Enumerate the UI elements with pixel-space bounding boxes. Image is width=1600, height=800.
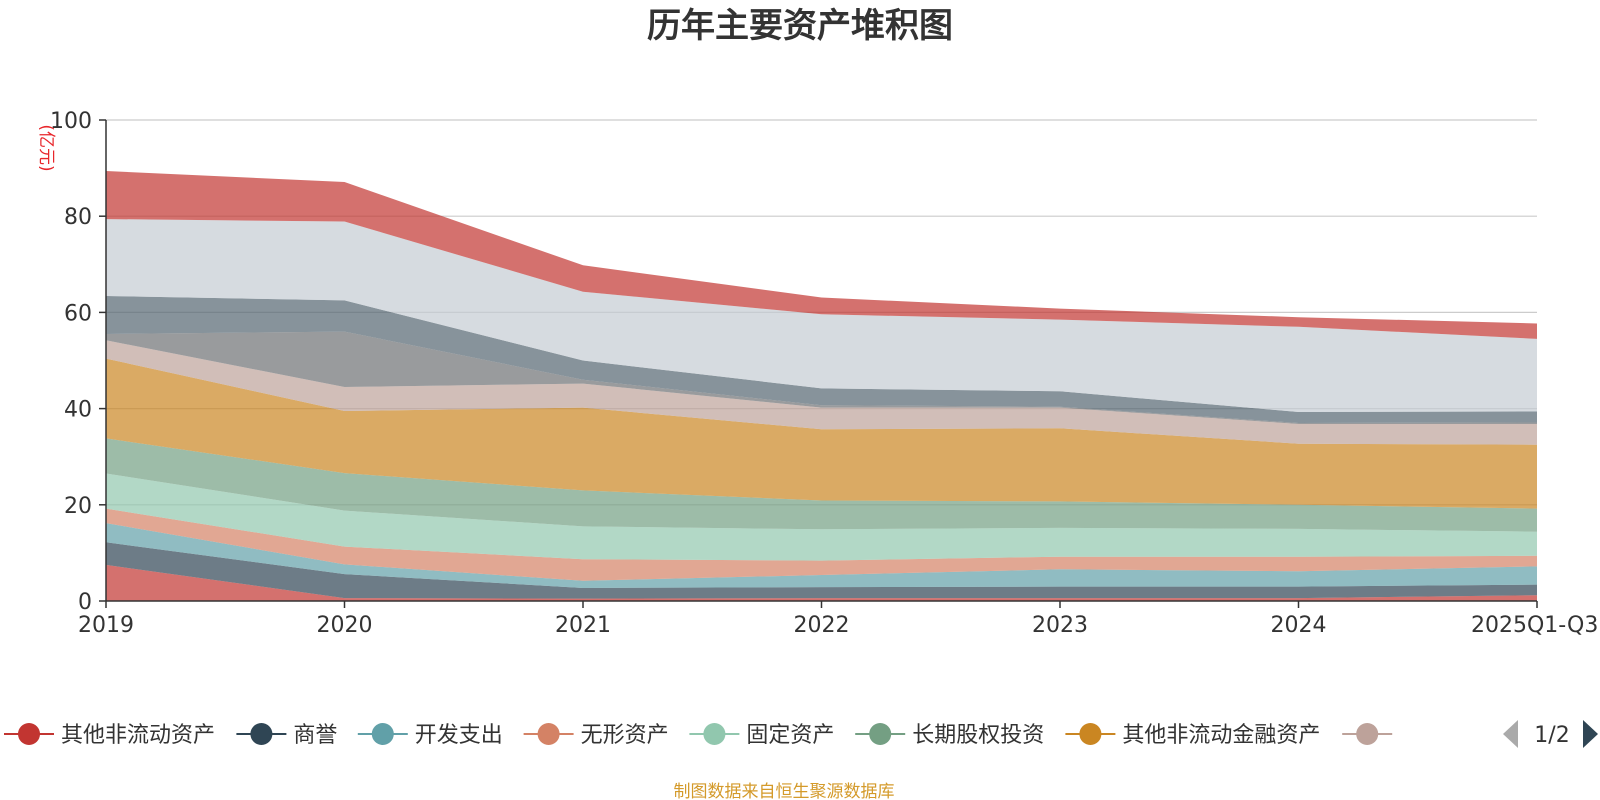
- legend: 其他非流动资产 商誉 开发支出 无形资产 固定资产 长期股权投资 其他非流动金融资产 1/2: [4, 720, 1598, 748]
- legend-item[interactable]: 固定资产: [689, 723, 834, 748]
- y-tick-label: 40: [64, 398, 92, 423]
- legend-marker: [703, 723, 726, 745]
- y-tick-label: 100: [50, 109, 92, 134]
- area-无形资产[interactable]: [106, 508, 1537, 581]
- area-货币资金[interactable]: [106, 219, 1537, 412]
- x-tick-label: 2019: [78, 613, 134, 638]
- legend-item[interactable]: 开发支出: [357, 723, 503, 748]
- area-商誉[interactable]: [106, 542, 1537, 599]
- y-tick-label: 60: [64, 301, 92, 326]
- x-tick-label: 2020: [317, 613, 373, 638]
- legend-label: 其他非流动资产: [61, 723, 215, 748]
- legend-marker: [18, 723, 40, 745]
- x-tick-label: 2021: [555, 613, 611, 638]
- legend-marker: [1079, 723, 1102, 745]
- legend-item[interactable]: 其他非流动资产: [4, 723, 215, 748]
- area-长期待摊费用[interactable]: [106, 340, 1537, 445]
- area-其他非流动资产[interactable]: [106, 564, 1537, 601]
- area-其他非流动金融资产[interactable]: [106, 358, 1537, 509]
- chart-title: 历年主要资产堆积图: [647, 6, 953, 46]
- legend-item[interactable]: 其他非流动金融资产: [1065, 723, 1320, 748]
- legend-marker: [1356, 723, 1379, 745]
- x-tick-label: 2025Q1-Q3: [1471, 613, 1598, 638]
- legend-label: 其他非流动金融资产: [1122, 723, 1320, 748]
- legend-label: 固定资产: [746, 723, 834, 748]
- axes: 0 20 40 60 80 100 2019 2020 2021 2022 2023 2024 2025…: [50, 109, 1598, 638]
- legend-item[interactable]: 商誉: [236, 723, 337, 748]
- legend-marker: [537, 723, 560, 745]
- area-长期股权投资[interactable]: [106, 438, 1537, 532]
- x-tick-label: 2022: [794, 613, 850, 638]
- legend-item[interactable]: 长期股权投资: [855, 723, 1044, 748]
- area-应收账款[interactable]: [106, 171, 1537, 339]
- x-tick-label: 2023: [1032, 613, 1088, 638]
- legend-marker: [869, 723, 892, 745]
- legend-item[interactable]: [1342, 723, 1393, 745]
- area-开发支出[interactable]: [106, 523, 1537, 588]
- y-tick-label: 20: [64, 494, 92, 519]
- legend-pager: 1/2: [1503, 720, 1598, 748]
- legend-marker: [371, 723, 394, 745]
- area-在建工程[interactable]: [106, 331, 1537, 424]
- y-tick-label: 80: [64, 205, 92, 230]
- legend-label: 开发支出: [415, 723, 503, 748]
- data-source-note: 制图数据来自恒生聚源数据库: [674, 782, 895, 800]
- legend-label: 长期股权投资: [912, 723, 1044, 748]
- legend-marker: [250, 723, 273, 745]
- legend-page-indicator: 1/2: [1534, 723, 1569, 748]
- legend-label: 无形资产: [581, 723, 669, 748]
- area-其他权益工具投资[interactable]: [106, 296, 1537, 423]
- legend-prev-icon[interactable]: [1503, 720, 1518, 748]
- y-axis-unit: (亿元): [36, 124, 56, 171]
- y-tick-label: 0: [78, 590, 92, 615]
- legend-next-icon[interactable]: [1583, 720, 1598, 748]
- area-固定资产[interactable]: [106, 473, 1537, 561]
- x-tick-label: 2024: [1271, 613, 1327, 638]
- legend-label: 商誉: [293, 723, 337, 748]
- area-series: [106, 171, 1537, 601]
- legend-item[interactable]: 无形资产: [523, 723, 669, 748]
